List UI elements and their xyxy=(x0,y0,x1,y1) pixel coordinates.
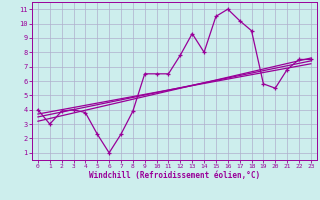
X-axis label: Windchill (Refroidissement éolien,°C): Windchill (Refroidissement éolien,°C) xyxy=(89,171,260,180)
